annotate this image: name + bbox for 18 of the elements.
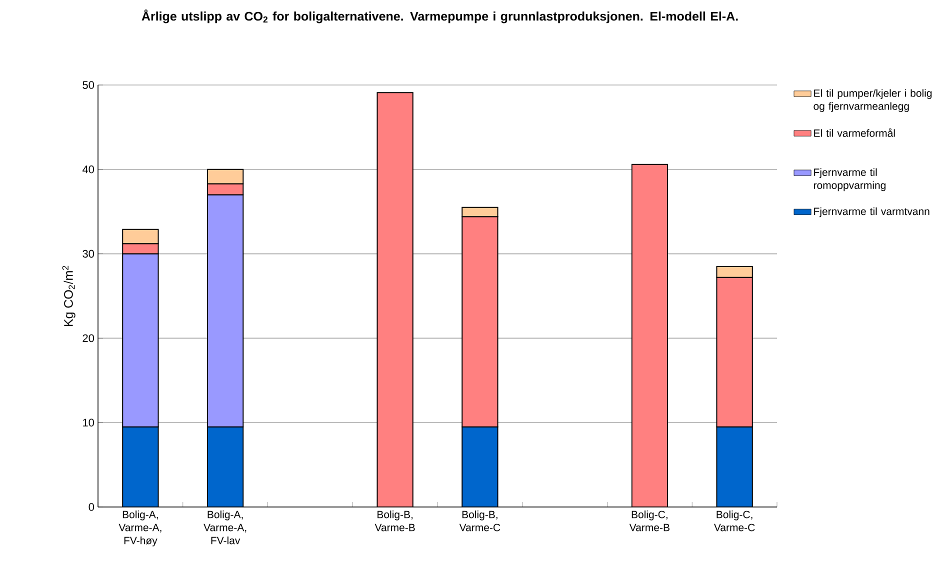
- legend-label: El til varmeformål: [814, 128, 895, 137]
- y-tick-label: 50: [82, 81, 94, 89]
- legend-label: El til pumper/kjeler i bolig og fjernvarmeanlegg: [814, 89, 932, 112]
- x-tick-label: Bolig-C, Varme-C: [714, 510, 755, 532]
- y-axis-title: Kg CO$_{2}$/m$^{2}$: [62, 266, 76, 326]
- legend-label: Fjernvarme til romoppvarming: [814, 168, 886, 192]
- x-tick-label: Bolig-B, Varme-C: [459, 510, 500, 532]
- y-tick-label: 20: [82, 334, 94, 342]
- x-tick-label: Bolig-B, Varme-B: [374, 510, 415, 532]
- chart-title: Årlige utslipp av CO$_{2}$ for boligalternativene. Varmepumpe i grunnlastproduksjonen. El-modell El-A.: [142, 10, 738, 24]
- y-tick-label: 10: [83, 418, 94, 426]
- x-tick-label: Bolig-A, Varme-A, FV-høy: [118, 510, 162, 546]
- y-tick-label: 30: [82, 250, 94, 258]
- x-tick-label: Bolig-C, Varme-B: [629, 510, 670, 532]
- y-tick-label: 0: [88, 503, 94, 511]
- y-tick-label: 40: [82, 166, 94, 174]
- legend-label: Fjernvarme til varmtvann: [814, 207, 930, 218]
- x-tick-label: Bolig-A, Varme-A, FV-lav: [204, 510, 246, 544]
